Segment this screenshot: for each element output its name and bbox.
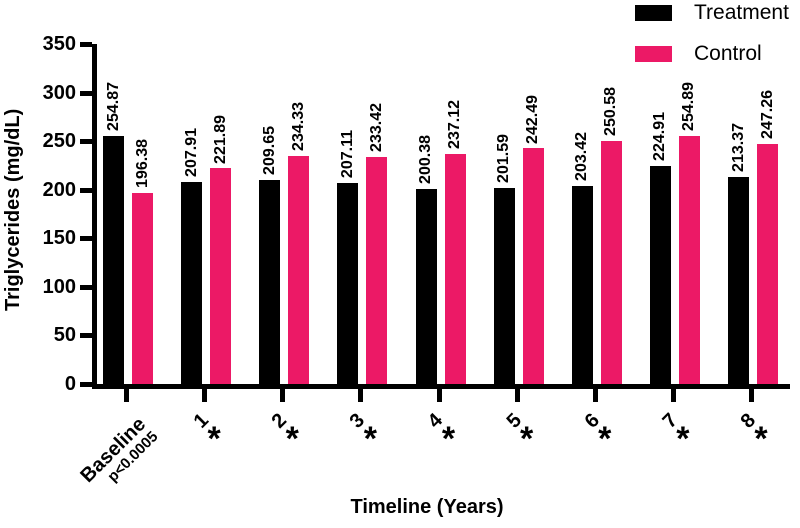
- category-sublabel: p<0.0005: [104, 428, 162, 486]
- control-bar: [444, 153, 466, 384]
- control-bar: [210, 168, 232, 384]
- legend-item-control: Control: [635, 42, 762, 65]
- category-label: Baseline p<0.0005: [76, 413, 162, 498]
- y-tick-label: 0: [64, 373, 76, 395]
- treatment-bar: [571, 186, 593, 384]
- bar-value-label: 209.65: [260, 126, 278, 176]
- significance-asterisk: *: [520, 420, 534, 458]
- y-tick: [80, 90, 92, 96]
- bar-value-label: 254.89: [680, 82, 698, 132]
- bar-value-label: 242.49: [524, 94, 542, 144]
- bar-value-label: 233.42: [367, 103, 385, 153]
- significance-asterisk: *: [207, 420, 221, 458]
- bar-value-label: 207.11: [338, 129, 356, 178]
- bar-value-label: 196.38: [133, 139, 151, 189]
- significance-asterisk: *: [676, 420, 690, 458]
- x-tick: [280, 389, 286, 402]
- legend-label-treatment: Treatment: [694, 1, 789, 24]
- y-tick: [80, 284, 92, 290]
- y-tick: [80, 333, 92, 339]
- control-bar: [522, 148, 544, 384]
- treatment-bar: [259, 180, 281, 384]
- control-bar: [757, 143, 778, 384]
- bar-value-label: 221.89: [211, 114, 229, 164]
- y-tick: [80, 42, 92, 47]
- control-bar: [288, 156, 310, 384]
- bar-value-label: 203.42: [573, 132, 591, 182]
- x-tick: [592, 389, 598, 402]
- bar-value-label: 237.12: [446, 99, 463, 149]
- significance-asterisk: *: [441, 420, 456, 458]
- y-tick-label: 100: [42, 275, 76, 298]
- treatment-bar: [337, 182, 359, 384]
- bar-value-label: 201.59: [495, 134, 513, 184]
- y-tick: [80, 187, 92, 193]
- bar-value-label: 250.58: [602, 86, 620, 136]
- significance-asterisk: *: [754, 420, 768, 458]
- y-tick-label: 300: [42, 81, 76, 104]
- treatment-bar: [649, 165, 671, 384]
- legend-item-treatment: Treatment: [635, 1, 789, 24]
- significance-asterisk: *: [598, 420, 612, 458]
- x-tick: [514, 389, 520, 402]
- control-bar: [366, 157, 388, 384]
- y-axis-line: [92, 44, 97, 389]
- y-axis-title: Triglycerides (mg/dL): [2, 108, 24, 312]
- legend-label-control: Control: [694, 42, 762, 65]
- control-bar: [132, 193, 153, 384]
- x-tick: [358, 389, 364, 402]
- bar-value-label: 207.91: [182, 128, 200, 178]
- y-tick-label: 200: [42, 178, 76, 201]
- x-tick: [124, 389, 129, 402]
- bar-value-label: 247.26: [758, 89, 776, 139]
- y-tick: [80, 139, 92, 145]
- bar-value-label: 234.33: [289, 102, 307, 152]
- x-tick: [749, 389, 754, 402]
- bar-value-label: 254.87: [104, 82, 122, 132]
- significance-asterisk: *: [285, 420, 299, 458]
- x-axis-title: Timeline (Years): [350, 496, 504, 518]
- control-swatch-icon: [635, 46, 672, 62]
- y-tick-label: 50: [53, 324, 76, 347]
- bar-value-label: 224.91: [651, 111, 669, 161]
- treatment-bar: [493, 188, 515, 384]
- bar-value-label: 213.37: [729, 122, 747, 172]
- control-bar: [600, 140, 622, 384]
- treatment-bar: [728, 176, 749, 384]
- x-axis-line: [92, 384, 790, 389]
- treatment-bar: [415, 189, 437, 384]
- significance-asterisk: *: [363, 420, 377, 458]
- treatment-swatch-icon: [635, 5, 672, 21]
- y-tick-label: 150: [42, 227, 76, 250]
- control-bar: [678, 136, 700, 384]
- y-tick: [80, 236, 92, 242]
- y-tick-label: 250: [42, 130, 76, 153]
- x-tick: [670, 389, 676, 402]
- treatment-bar: [103, 136, 124, 384]
- y-tick: [80, 382, 92, 387]
- x-tick: [436, 389, 442, 402]
- bar-value-label: 200.38: [417, 135, 434, 185]
- treatment-bar: [181, 182, 203, 384]
- x-tick: [202, 389, 208, 402]
- y-tick-label: 350: [42, 33, 76, 55]
